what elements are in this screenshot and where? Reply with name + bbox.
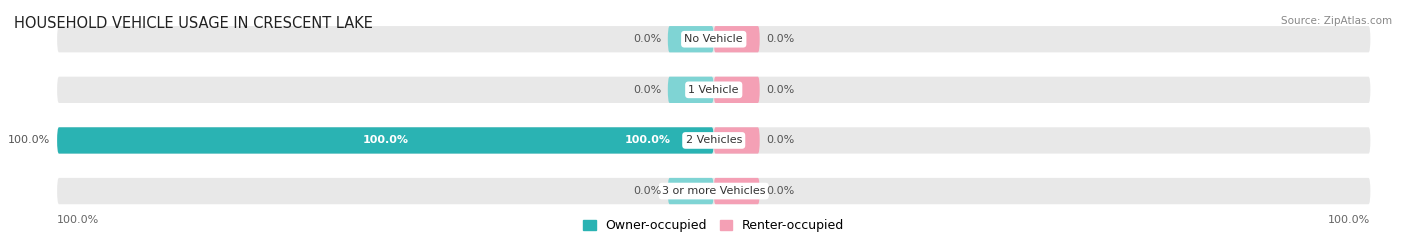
Text: 100.0%: 100.0% bbox=[626, 135, 671, 145]
Text: 0.0%: 0.0% bbox=[766, 34, 794, 44]
Text: Source: ZipAtlas.com: Source: ZipAtlas.com bbox=[1281, 16, 1392, 26]
Text: 0.0%: 0.0% bbox=[633, 186, 661, 196]
Text: HOUSEHOLD VEHICLE USAGE IN CRESCENT LAKE: HOUSEHOLD VEHICLE USAGE IN CRESCENT LAKE bbox=[14, 16, 373, 31]
FancyBboxPatch shape bbox=[714, 127, 759, 154]
FancyBboxPatch shape bbox=[58, 77, 1371, 103]
Text: 0.0%: 0.0% bbox=[633, 85, 661, 95]
Text: 1 Vehicle: 1 Vehicle bbox=[689, 85, 740, 95]
FancyBboxPatch shape bbox=[714, 77, 759, 103]
Text: 0.0%: 0.0% bbox=[633, 34, 661, 44]
Legend: Owner-occupied, Renter-occupied: Owner-occupied, Renter-occupied bbox=[583, 219, 845, 233]
FancyBboxPatch shape bbox=[668, 77, 714, 103]
FancyBboxPatch shape bbox=[58, 127, 1371, 154]
FancyBboxPatch shape bbox=[58, 178, 1371, 204]
FancyBboxPatch shape bbox=[58, 127, 714, 154]
FancyBboxPatch shape bbox=[58, 26, 1371, 52]
Text: 100.0%: 100.0% bbox=[58, 216, 100, 226]
Text: 0.0%: 0.0% bbox=[766, 186, 794, 196]
FancyBboxPatch shape bbox=[668, 26, 714, 52]
Text: 100.0%: 100.0% bbox=[8, 135, 51, 145]
Text: 0.0%: 0.0% bbox=[766, 135, 794, 145]
Text: 2 Vehicles: 2 Vehicles bbox=[686, 135, 742, 145]
FancyBboxPatch shape bbox=[714, 26, 759, 52]
Text: 0.0%: 0.0% bbox=[766, 85, 794, 95]
Text: 100.0%: 100.0% bbox=[1329, 216, 1371, 226]
Text: No Vehicle: No Vehicle bbox=[685, 34, 742, 44]
Text: 100.0%: 100.0% bbox=[363, 135, 408, 145]
Text: 3 or more Vehicles: 3 or more Vehicles bbox=[662, 186, 765, 196]
FancyBboxPatch shape bbox=[668, 178, 714, 204]
FancyBboxPatch shape bbox=[714, 178, 759, 204]
